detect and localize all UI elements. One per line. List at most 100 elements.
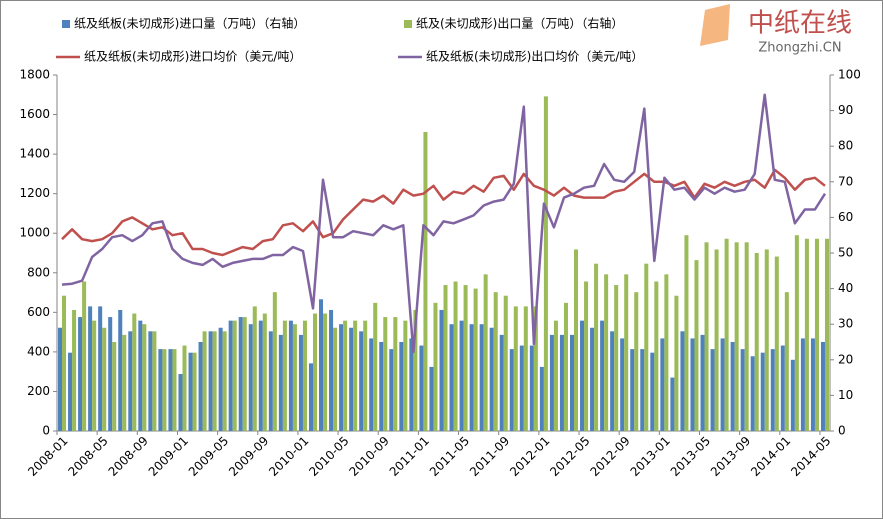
bar	[188, 352, 193, 431]
bar	[640, 349, 645, 431]
bar	[158, 349, 163, 431]
y2-tick-label: 50	[838, 246, 853, 260]
bar	[744, 242, 749, 431]
bar	[463, 285, 468, 431]
bar	[399, 342, 404, 431]
bar	[128, 331, 133, 431]
bar	[258, 320, 263, 431]
bar	[343, 320, 348, 431]
bar	[252, 306, 257, 431]
y-tick-label: 1600	[19, 107, 50, 121]
y2-tick-label: 70	[838, 174, 853, 188]
bar	[288, 320, 293, 431]
bar	[353, 320, 358, 431]
bar	[543, 96, 548, 432]
y-tick-label: 200	[27, 384, 50, 398]
bar	[489, 327, 494, 431]
bar	[580, 320, 585, 431]
bar	[433, 302, 438, 431]
bar	[202, 331, 207, 431]
bar	[162, 349, 167, 431]
bar	[804, 238, 809, 431]
bar	[680, 331, 685, 431]
bar	[690, 338, 695, 431]
bar	[323, 313, 328, 431]
bar	[363, 320, 368, 431]
bar	[198, 342, 203, 431]
legend-label: 纸及纸板(未切成形)出口均价（美元/吨）	[426, 50, 643, 64]
bar	[339, 324, 344, 431]
bar	[549, 334, 554, 431]
bar	[754, 253, 759, 431]
bar	[519, 345, 524, 431]
bar	[373, 302, 378, 431]
legend-swatch	[404, 20, 412, 28]
bar	[660, 338, 665, 431]
y-tick-label: 1800	[19, 68, 50, 82]
bar	[312, 313, 318, 431]
bar	[308, 363, 313, 431]
bar	[574, 249, 579, 431]
bar	[674, 295, 679, 431]
bar	[222, 331, 227, 431]
bar	[610, 331, 615, 431]
y-tick-label: 1400	[19, 147, 50, 161]
bar	[58, 327, 63, 431]
bar	[523, 306, 528, 431]
bar	[559, 334, 564, 431]
y2-tick-label: 80	[838, 139, 853, 153]
bar	[473, 288, 478, 431]
bar	[278, 334, 283, 431]
bar	[700, 334, 705, 431]
bar	[654, 281, 659, 431]
bar	[529, 345, 534, 431]
y2-tick-label: 100	[838, 68, 861, 82]
bar	[483, 274, 488, 431]
bar	[684, 235, 689, 431]
bar	[262, 313, 267, 431]
bar	[650, 352, 655, 431]
bar	[730, 342, 735, 431]
bar	[282, 320, 287, 431]
bar	[563, 302, 568, 431]
bar	[449, 324, 454, 431]
bar	[319, 299, 324, 431]
y2-tick-label: 90	[838, 103, 853, 117]
bar	[704, 242, 709, 431]
bar	[389, 349, 394, 431]
brand: 中纸在线	[748, 9, 852, 39]
bar	[112, 342, 117, 431]
bar	[774, 256, 779, 431]
bar	[178, 374, 183, 431]
bar	[499, 334, 504, 431]
bar	[469, 324, 474, 431]
bar	[740, 349, 745, 431]
brand-sub: Zhongzhi.CN	[758, 41, 841, 56]
bar	[333, 327, 338, 431]
y2-tick-label: 10	[838, 388, 853, 402]
bar	[419, 345, 424, 431]
bar	[624, 274, 629, 431]
bar	[764, 249, 769, 431]
y-tick-label: 1200	[19, 186, 50, 200]
bar	[108, 317, 113, 431]
bar	[242, 317, 247, 431]
bar	[298, 334, 303, 431]
bar	[760, 352, 765, 431]
bar	[459, 320, 464, 431]
bar	[138, 320, 143, 431]
bar	[302, 320, 307, 431]
bar	[152, 331, 157, 431]
bar	[429, 366, 434, 431]
bar	[453, 281, 458, 431]
bar	[539, 366, 544, 431]
bar	[232, 320, 237, 431]
legend-label: 纸及纸板(未切成形)进口量（万吨）（右轴）	[74, 16, 305, 31]
bar	[780, 345, 785, 431]
y-tick-label: 600	[27, 305, 50, 319]
bar	[794, 235, 799, 431]
bar	[82, 281, 87, 431]
bar	[72, 309, 77, 431]
bar	[533, 306, 538, 431]
legend-label: 纸及(未切成形)出口量（万吨）（右轴）	[416, 16, 623, 31]
